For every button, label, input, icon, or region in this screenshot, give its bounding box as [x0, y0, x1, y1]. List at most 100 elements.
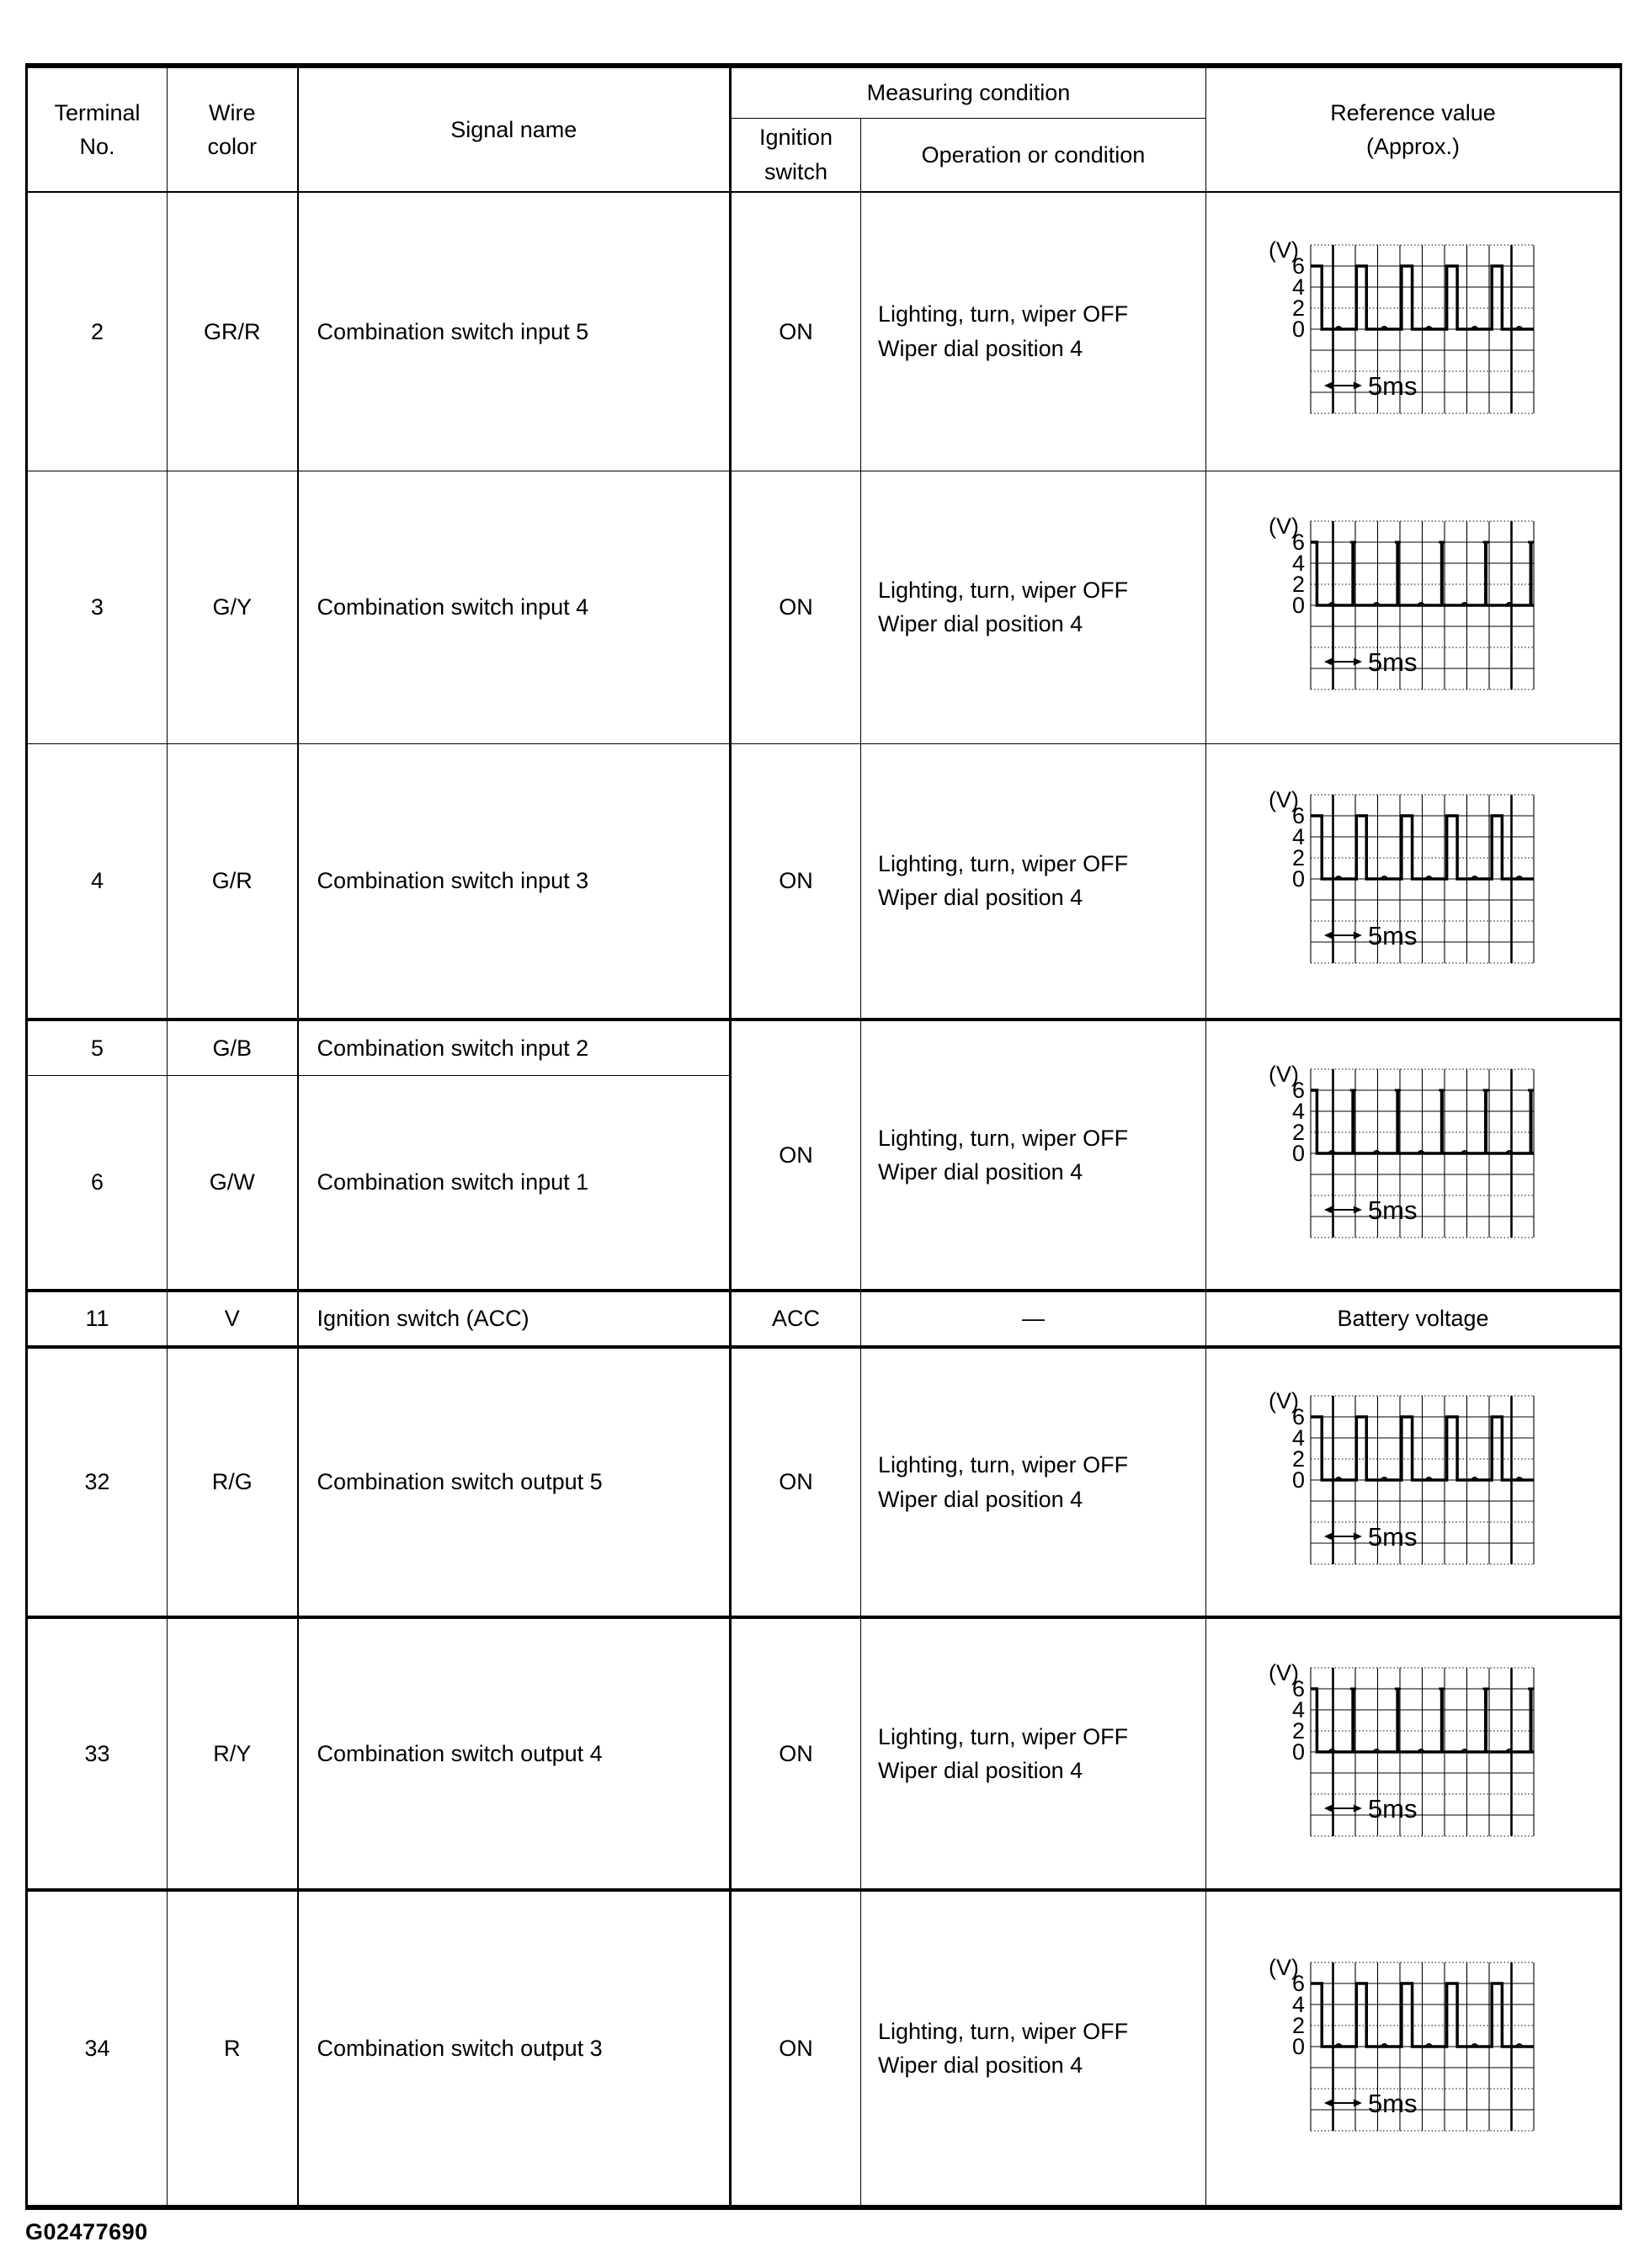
svg-text:(V): (V) — [1269, 1062, 1299, 1087]
svg-text:6: 6 — [1291, 1404, 1304, 1429]
svg-text:0: 0 — [1291, 1141, 1304, 1166]
svg-text:5ms: 5ms — [1367, 647, 1417, 677]
header-reference-value: Reference value (Approx.) — [1205, 65, 1621, 193]
reference-value-cell: 6 4 2 0 (V) 5ms — [1205, 191, 1621, 471]
svg-text:2: 2 — [1291, 1120, 1304, 1145]
signal-name: Combination switch output 4 — [296, 1616, 731, 1891]
wire-color: R — [167, 1888, 298, 2208]
svg-text:0: 0 — [1291, 1739, 1304, 1765]
terminal-no: 32 — [26, 1345, 168, 1618]
svg-text:4: 4 — [1291, 1697, 1304, 1722]
svg-text:0: 0 — [1291, 866, 1304, 892]
svg-text:(V): (V) — [1269, 514, 1299, 539]
svg-text:2: 2 — [1291, 1446, 1304, 1472]
svg-text:(V): (V) — [1269, 1388, 1299, 1414]
table-row-terminal-34: 34 R Combination switch output 3 ON Ligh… — [26, 1888, 1621, 2208]
signal-name: Combination switch input 3 — [296, 743, 731, 1020]
wire-color: G/B — [167, 1018, 298, 1076]
terminal-no: 11 — [26, 1289, 168, 1348]
ignition-switch-value: ON — [729, 743, 861, 1020]
svg-text:0: 0 — [1291, 317, 1304, 342]
signal-name: Combination switch output 5 — [296, 1345, 731, 1618]
svg-text:2: 2 — [1291, 295, 1304, 321]
svg-text:5ms: 5ms — [1367, 921, 1417, 950]
svg-text:2: 2 — [1291, 845, 1304, 870]
wire-color: G/R — [167, 743, 298, 1020]
wire-color: G/W — [167, 1074, 298, 1291]
operation-condition: — — [860, 1289, 1206, 1348]
operation-condition: Lighting, turn, wiper OFF Wiper dial pos… — [860, 1345, 1206, 1618]
svg-text:4: 4 — [1291, 274, 1304, 300]
svg-text:5ms: 5ms — [1367, 1195, 1417, 1225]
table-row-terminal-2: 2 GR/R Combination switch input 5 ON Lig… — [26, 191, 1621, 471]
operation-condition: Lighting, turn, wiper OFF Wiper dial pos… — [860, 470, 1206, 744]
svg-text:5ms: 5ms — [1367, 1794, 1417, 1823]
svg-text:4: 4 — [1291, 1099, 1304, 1124]
svg-text:6: 6 — [1291, 1078, 1304, 1103]
svg-text:6: 6 — [1291, 803, 1304, 828]
ignition-switch-value: ON — [729, 1345, 861, 1618]
oscilloscope-waveform: 6 4 2 0 (V) 5ms — [1207, 1061, 1620, 1250]
svg-text:2: 2 — [1291, 572, 1304, 597]
svg-text:(V): (V) — [1269, 1955, 1299, 1980]
oscilloscope-waveform: 6 4 2 0 (V) 5ms — [1207, 1659, 1620, 1849]
wire-color: G/Y — [167, 470, 298, 744]
figure-code: G02477690 — [25, 2219, 148, 2244]
table-header: Terminal No. Wire color Signal name Meas… — [26, 65, 1621, 193]
terminal-no: 2 — [26, 191, 168, 471]
svg-text:6: 6 — [1291, 1676, 1304, 1701]
terminal-no: 34 — [26, 1888, 168, 2208]
oscilloscope-waveform: 6 4 2 0 (V) 5ms — [1207, 1954, 1620, 2143]
signal-name: Combination switch input 1 — [296, 1074, 731, 1291]
svg-text:6: 6 — [1291, 530, 1304, 555]
operation-condition: Lighting, turn, wiper OFF Wiper dial pos… — [860, 743, 1206, 1020]
terminal-no: 33 — [26, 1616, 168, 1891]
header-terminal-no: Terminal No. — [26, 65, 168, 193]
svg-text:(V): (V) — [1269, 787, 1299, 812]
table-row-terminal-5: 5 G/B Combination switch input 2 ON Ligh… — [26, 1018, 1621, 1291]
reference-value-cell: 6 4 2 0 (V) 5ms — [1205, 470, 1621, 744]
reference-value-cell: 6 4 2 0 (V) 5ms — [1205, 1616, 1621, 1891]
svg-text:4: 4 — [1291, 1992, 1304, 2017]
header-signal-name: Signal name — [296, 65, 731, 193]
svg-text:4: 4 — [1291, 824, 1304, 849]
table-row-terminal-11: 11 V Ignition switch (ACC) ACC — Battery… — [26, 1289, 1621, 1348]
table-row-terminal-32: 32 R/G Combination switch output 5 ON Li… — [26, 1345, 1621, 1618]
wire-color: R/Y — [167, 1616, 298, 1891]
wire-color: V — [167, 1289, 298, 1348]
svg-text:2: 2 — [1291, 1718, 1304, 1744]
reference-value-cell: 6 4 2 0 (V) 5ms — [1205, 743, 1621, 1020]
table-row-terminal-33: 33 R/Y Combination switch output 4 ON Li… — [26, 1616, 1621, 1891]
terminal-reference-table: Terminal No. Wire color Signal name Meas… — [25, 63, 1622, 2210]
oscilloscope-waveform: 6 4 2 0 (V) 5ms — [1207, 237, 1620, 426]
signal-name: Combination switch input 4 — [296, 470, 731, 744]
wire-color: R/G — [167, 1345, 298, 1618]
reference-value-cell: 6 4 2 0 (V) 5ms — [1205, 1018, 1621, 1291]
svg-text:4: 4 — [1291, 551, 1304, 576]
header-operation-or-condition: Operation or condition — [860, 117, 1206, 193]
svg-text:(V): (V) — [1269, 1660, 1299, 1685]
reference-value-cell: Battery voltage — [1205, 1289, 1621, 1348]
svg-text:0: 0 — [1291, 1467, 1304, 1493]
signal-name: Combination switch input 5 — [296, 191, 731, 471]
svg-text:5ms: 5ms — [1367, 371, 1417, 401]
oscilloscope-waveform: 6 4 2 0 (V) 5ms — [1207, 1387, 1620, 1577]
ignition-switch-value: ON — [729, 470, 861, 744]
table-row-terminal-6: 6 G/W Combination switch input 1 — [26, 1074, 1621, 1291]
ignition-switch-value: ON — [729, 1616, 861, 1891]
ignition-switch-value: ACC — [729, 1289, 861, 1348]
svg-text:4: 4 — [1291, 1425, 1304, 1451]
svg-text:6: 6 — [1291, 253, 1304, 279]
reference-value-cell: 6 4 2 0 (V) 5ms — [1205, 1345, 1621, 1618]
header-wire-color: Wire color — [167, 65, 298, 193]
operation-condition: Lighting, turn, wiper OFF Wiper dial pos… — [860, 1018, 1206, 1291]
terminal-no: 6 — [26, 1074, 168, 1291]
operation-condition: Lighting, turn, wiper OFF Wiper dial pos… — [860, 1888, 1206, 2208]
svg-text:0: 0 — [1291, 2034, 1304, 2059]
terminal-no: 5 — [26, 1018, 168, 1076]
svg-text:5ms: 5ms — [1367, 1522, 1417, 1552]
operation-condition: Lighting, turn, wiper OFF Wiper dial pos… — [860, 1616, 1206, 1891]
svg-text:5ms: 5ms — [1367, 2089, 1417, 2118]
table-row-terminal-3: 3 G/Y Combination switch input 4 ON Ligh… — [26, 470, 1621, 744]
terminal-no: 3 — [26, 470, 168, 744]
